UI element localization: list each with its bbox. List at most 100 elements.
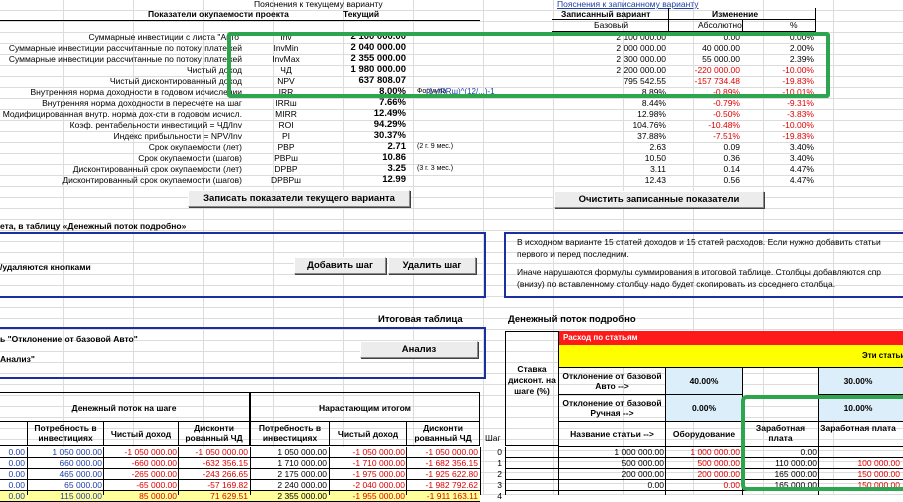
row-need-value: 1 050 000.00 [52, 447, 102, 457]
add-step-button[interactable]: Добавить шаг [294, 257, 386, 274]
saved-abs-change: -0.50% [713, 109, 740, 119]
indicator-label: Срок окупаемости (шагов) [138, 153, 242, 163]
remove-step-button[interactable]: Удалить шаг [388, 257, 476, 274]
indicator-value[interactable]: 10.86 [382, 152, 406, 163]
save-indicators-button[interactable]: Записать показатели текущего варианта [188, 190, 410, 207]
indicator-label: Модифицированная внутр. норма дох-сти в … [2, 109, 242, 119]
saved-base-value: 8.89% [641, 87, 666, 97]
detail-row [505, 447, 903, 458]
saved-pct-change: 2.00% [789, 43, 814, 53]
saved-abs-change: -157 734.48 [694, 76, 740, 86]
col-disc2-header: Дисконти рованный ЧД [414, 423, 472, 443]
saved-abs-change: 0.56 [723, 175, 740, 185]
row-a-value: 0.00 [8, 469, 25, 479]
indicator-label: Чистый дисконтированный доход [109, 76, 242, 86]
detail-salary[interactable]: 165 000.00 [774, 469, 817, 479]
blank-cell [742, 367, 819, 422]
saved-pct-change: -9.31% [787, 98, 814, 108]
saved-base-value: 2.63 [649, 142, 666, 152]
indicator-note: (3 г. 3 мес.) [417, 165, 454, 172]
indicator-value[interactable]: 30.37% [373, 130, 406, 141]
indicator-label: Индекс прибыльности = NPV/Inv [113, 131, 242, 141]
saved-header-line-2 [552, 31, 816, 32]
saved-pct-change: 3.40% [789, 142, 814, 152]
dev-auto-cell-2[interactable] [818, 367, 903, 395]
indicator-code: MIRR [275, 109, 297, 119]
saved-divider [668, 8, 669, 32]
indicator-code: InvMin [273, 43, 299, 53]
irr-formula-text: (1+IRRш)^(12/...)-1 [426, 87, 495, 96]
indicator-value[interactable]: 8.00% [379, 86, 406, 97]
dev-auto-cell-1[interactable] [665, 367, 743, 395]
indicator-value[interactable]: 3.25 [387, 163, 407, 174]
saved-abs-change: 55 000.00 [702, 54, 740, 64]
saved-abs-change: -7.51% [713, 131, 740, 141]
indicator-value[interactable]: 2 355 000.00 [350, 53, 406, 64]
detail-total: 500 000.00 [621, 458, 664, 468]
indicator-value[interactable]: 2 100 000.00 [350, 31, 406, 42]
saved-abs-change: 40 000.00 [702, 43, 740, 53]
row-step: 0 [497, 447, 502, 457]
detail-salary[interactable]: 165 000.00 [774, 480, 817, 490]
detail-equipment[interactable]: 500 000.00 [697, 458, 740, 468]
row-disc2-value: -1 982 792.62 [425, 480, 478, 490]
indicator-label: Чистый доход [186, 65, 242, 75]
col-disc2-cell [406, 421, 480, 446]
saved-variant-title[interactable]: Пояснения к записанному варианту [557, 0, 699, 9]
saved-base-value: 2 000 000.00 [616, 43, 666, 53]
saved-abs-change: -10.48% [708, 120, 740, 130]
analysis-button[interactable]: Анализ [360, 341, 478, 358]
indicator-value[interactable]: 12.99 [382, 174, 406, 185]
saved-pct-change: 2.39% [789, 54, 814, 64]
detail-equipment[interactable]: 0.00 [723, 480, 740, 490]
row-net2-value: -1 710 000.00 [352, 458, 405, 468]
detail-salary2[interactable]: 150 000.00 [857, 469, 900, 479]
indicator-code: ROI [278, 120, 294, 130]
row-net2-value: -1 955 000.00 [352, 491, 405, 501]
column-divider [27, 447, 28, 495]
indicator-label: Дисконтированный срок окупаемости (шагов… [62, 175, 242, 185]
col-salary2: Заработная плата [820, 423, 896, 433]
indicator-value[interactable]: 1 980 000.00 [350, 64, 406, 75]
row-need-value: 115 000.00 [60, 491, 102, 501]
detail-total: 1 000 000.00 [614, 447, 664, 457]
indicator-value[interactable]: 2 040 000.00 [350, 42, 406, 53]
row-step: 1 [497, 458, 502, 468]
detail-salary2[interactable]: 100 000.00 [857, 458, 900, 468]
row-need2-value: 2 355 000.00 [277, 491, 327, 501]
row-net-value: -265 000.00 [131, 469, 177, 479]
detail-salary2[interactable]: 150 000.00 [857, 480, 900, 490]
indicator-value[interactable]: 7.66% [379, 97, 406, 108]
column-divider [250, 447, 251, 495]
saved-abs-change: 0.00 [723, 32, 740, 42]
col-net-header: Чистый доход [110, 429, 172, 439]
table-row [0, 447, 480, 458]
summary-note-2: Анализ" [0, 354, 35, 364]
saved-pct-change: 4.47% [789, 164, 814, 174]
rate-label: Ставка дисконт. на шаге (%) [508, 364, 556, 396]
indicator-value[interactable]: 637 808.07 [358, 75, 406, 86]
col-disc-cell [178, 421, 250, 446]
row-disc-value: -632 356.15 [202, 458, 248, 468]
saved-base-value: 2 100 000.00 [616, 32, 666, 42]
row-disc-value: -243 266.65 [202, 469, 248, 479]
name-label: Название статьи --> [570, 429, 654, 439]
column-divider [742, 447, 743, 495]
detail-salary[interactable]: 110 000.00 [775, 458, 817, 468]
column-divider [406, 447, 407, 495]
clear-indicators-button[interactable]: Очистить записанные показатели [554, 191, 764, 208]
detail-equipment[interactable]: 1 000 000.00 [690, 447, 740, 457]
indicator-label: Внутренняя норма доходности в годовом ис… [30, 87, 243, 97]
indicator-value[interactable]: 94.29% [373, 119, 406, 130]
detail-equipment[interactable]: 200 000.00 [697, 469, 740, 479]
column-divider [178, 447, 179, 495]
current-variant-title[interactable]: Пояснения к текущему варианту [254, 0, 383, 9]
indicator-value[interactable]: 2.71 [387, 141, 407, 152]
col-equipment: Оборудование [672, 429, 736, 439]
red-header-text: Расход по статьям [563, 333, 638, 342]
detail-salary[interactable]: 0.00 [800, 447, 817, 457]
indicator-value[interactable]: 12.49% [373, 108, 406, 119]
instructions-box-left [0, 232, 486, 298]
note-line-1: В исходном варианте 15 статей доходов и … [517, 237, 881, 247]
column-divider [103, 447, 104, 495]
